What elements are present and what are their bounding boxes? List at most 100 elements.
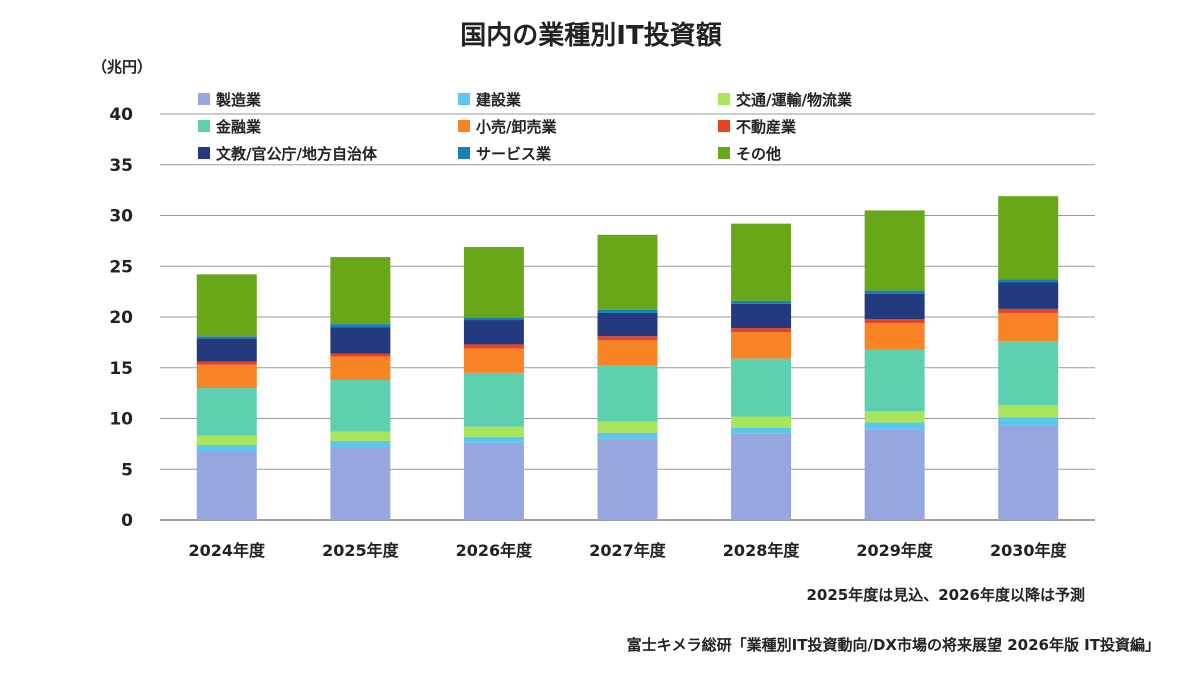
source-citation: 富士キメラ総研「業種別IT投資動向/DX市場の将来展望 2026年版 IT投資編… (627, 636, 1160, 654)
bar-segment-6-0 (998, 425, 1059, 520)
legend-swatch-3 (198, 120, 210, 132)
bar-segment-0-7 (196, 336, 257, 339)
bar-segment-6-5 (998, 308, 1059, 313)
legend-swatch-6 (198, 147, 210, 159)
bar-segment-0-6 (196, 338, 257, 362)
bar-segment-6-6 (998, 282, 1059, 309)
bar-segment-0-3 (196, 388, 257, 436)
forecast-note: 2025年度は見込、2026年度以降は予測 (807, 586, 1086, 604)
y-tick-label: 0 (121, 511, 133, 531)
bar-segment-3-5 (597, 336, 658, 341)
bar-segment-3-2 (597, 421, 658, 433)
legend-swatch-7 (458, 147, 470, 159)
bar-segment-2-7 (463, 318, 524, 321)
x-tick-label: 2024年度 (189, 541, 267, 560)
bar-segment-1-7 (330, 324, 391, 328)
y-tick-label: 35 (109, 156, 133, 176)
bar-segment-0-1 (196, 444, 257, 451)
bar-segment-5-8 (864, 210, 925, 291)
bar-segment-2-5 (463, 344, 524, 349)
bar-segment-6-4 (998, 312, 1059, 342)
bar-segment-6-8 (998, 196, 1059, 280)
bar-segment-4-0 (731, 433, 792, 520)
bar-segment-6-3 (998, 341, 1059, 406)
x-tick-label: 2026年度 (456, 541, 534, 560)
bar-segment-3-4 (597, 340, 658, 366)
bar-segment-2-4 (463, 348, 524, 373)
y-tick-label: 40 (109, 105, 133, 125)
y-tick-label: 10 (109, 410, 133, 430)
bar-segment-2-8 (463, 246, 524, 319)
chart-title: 国内の業種別IT投資額 (460, 21, 721, 51)
legend-label-5: 不動産業 (736, 118, 797, 136)
y-tick-label: 5 (121, 460, 133, 480)
bar-segment-6-7 (998, 279, 1059, 283)
y-tick-label: 15 (109, 359, 133, 379)
y-tick-label: 30 (109, 207, 133, 227)
bar-segment-5-5 (864, 319, 925, 324)
y-tick-label: 20 (109, 308, 133, 328)
x-tick-label: 2027年度 (589, 541, 667, 560)
bar-segment-1-8 (330, 257, 391, 325)
x-tick-label: 2030年度 (990, 541, 1068, 560)
bar-segment-0-2 (196, 435, 257, 445)
bar-segment-4-2 (731, 416, 792, 428)
legend-label-2: 交通/運輸/物流業 (736, 91, 853, 109)
y-axis-unit-label: （兆円） (92, 58, 152, 76)
bar-segment-5-4 (864, 323, 925, 350)
legend-swatch-5 (718, 120, 730, 132)
bar-segment-1-1 (330, 440, 391, 447)
bar-segment-4-6 (731, 303, 792, 329)
bar-segment-5-6 (864, 293, 925, 320)
bar-segment-0-5 (196, 361, 257, 365)
legend-label-1: 建設業 (476, 91, 522, 109)
bar-segment-1-4 (330, 356, 391, 380)
bar-segment-3-0 (597, 438, 658, 520)
legend-swatch-4 (458, 120, 470, 132)
bar-segment-2-3 (463, 372, 524, 427)
legend-label-6: 文教/官公庁/地方自治体 (216, 145, 378, 163)
bar-segment-3-1 (597, 432, 658, 439)
legend-label-3: 金融業 (215, 118, 262, 136)
bar-segment-5-0 (864, 429, 925, 520)
bar-segment-4-5 (731, 328, 792, 333)
x-tick-label: 2028年度 (723, 541, 801, 560)
bar-segment-1-6 (330, 327, 391, 354)
bar-segment-5-7 (864, 290, 925, 294)
bar-segment-0-4 (196, 364, 257, 389)
bar-segment-1-3 (330, 379, 391, 432)
x-tick-label: 2029年度 (856, 541, 934, 560)
legend-swatch-1 (458, 93, 470, 105)
x-axis-ticks: 2024年度 2025年度 2026年度 2027年度 2028年度 2029年度 2030… (189, 541, 1068, 560)
legend-swatch-0 (198, 93, 210, 105)
bar-segment-0-8 (196, 274, 257, 337)
legend-label-4: 小売/卸売業 (476, 118, 557, 136)
bar-segment-4-8 (731, 223, 792, 301)
bar-segment-6-1 (998, 417, 1059, 426)
legend-label-0: 製造業 (215, 91, 262, 109)
bar-segment-2-0 (463, 442, 524, 520)
bar-segment-3-6 (597, 312, 658, 337)
bar-segment-5-2 (864, 411, 925, 423)
legend-swatch-8 (718, 147, 730, 159)
bar-segment-4-1 (731, 427, 792, 434)
bar-segment-5-1 (864, 422, 925, 430)
bar-segment-3-8 (597, 234, 658, 310)
bar-segment-3-7 (597, 309, 658, 313)
bar-segment-0-0 (196, 450, 257, 520)
bar-segment-2-6 (463, 320, 524, 345)
x-tick-label: 2025年度 (322, 541, 400, 560)
bar-segment-4-4 (731, 332, 792, 359)
bar-segment-2-1 (463, 436, 524, 443)
bar-segment-5-3 (864, 349, 925, 412)
bar-segment-3-3 (597, 365, 658, 422)
y-tick-label: 25 (109, 257, 133, 277)
bar-segment-1-5 (330, 353, 391, 357)
legend-label-8: その他 (736, 145, 781, 163)
bar-segment-4-3 (731, 358, 792, 417)
y-axis-ticks: 0 5 10 15 20 25 30 35 40 (109, 105, 133, 531)
bar-segment-1-0 (330, 446, 391, 520)
bar-segment-4-7 (731, 300, 792, 304)
